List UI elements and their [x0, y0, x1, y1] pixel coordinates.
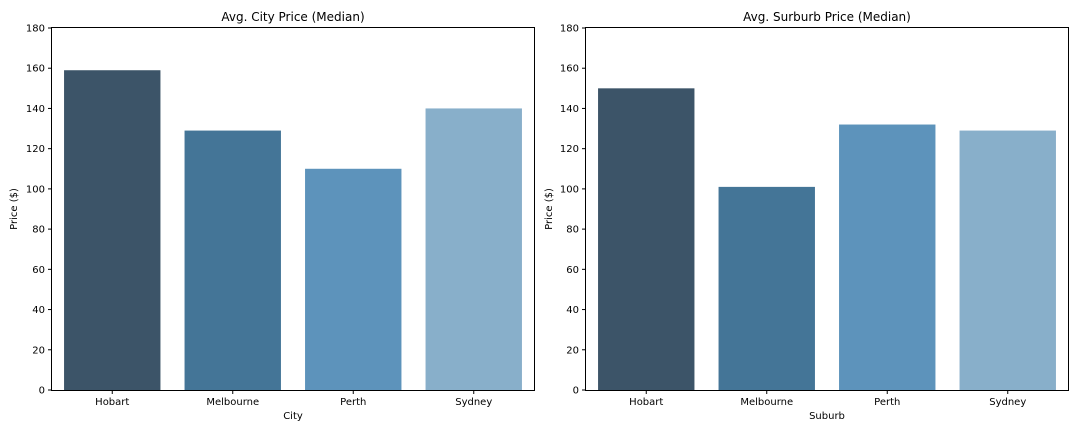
- chart-city-ylabel: Price ($): [9, 188, 20, 230]
- chart-city-y-ticks: 0 20 40 60 80 100 120 140 160 180: [26, 24, 52, 397]
- chart-city: Avg. City Price (Median) City Price ($) …: [9, 10, 535, 422]
- chart-city-bar-hobart: [64, 70, 161, 390]
- chart-city-y-tick-label: 100: [26, 184, 45, 195]
- chart-suburb-ylabel: Price ($): [544, 188, 555, 230]
- chart-suburb-bars: [598, 88, 1056, 390]
- chart-city-bar-perth: [305, 168, 402, 390]
- chart-suburb-x-ticks: Hobart Melbourne Perth Sydney: [629, 390, 1026, 408]
- chart-city-y-tick-label: 120: [26, 144, 45, 155]
- chart-city-y-tick-label: 60: [32, 265, 45, 276]
- chart-city-x-ticks: Hobart Melbourne Perth Sydney: [95, 390, 492, 408]
- chart-city-y-tick-label: 180: [26, 24, 45, 35]
- chart-suburb-y-tick-label: 160: [560, 64, 579, 75]
- chart-city-bar-melbourne: [184, 130, 281, 390]
- chart-city-xlabel: City: [283, 411, 303, 422]
- chart-suburb-y-tick-label: 0: [573, 386, 579, 397]
- chart-suburb-y-tick-label: 20: [566, 345, 579, 356]
- chart-suburb-plot-area: [585, 27, 1069, 391]
- chart-city-x-tick-label: Hobart: [95, 397, 129, 408]
- chart-city-x-tick-label: Melbourne: [206, 397, 259, 408]
- chart-suburb-y-ticks: 0 20 40 60 80 100 120 140 160 180: [560, 24, 586, 397]
- chart-suburb-title: Avg. Surburb Price (Median): [743, 10, 911, 24]
- chart-city-x-tick-label: Perth: [340, 397, 366, 408]
- chart-city-bar-sydney: [425, 108, 522, 390]
- chart-suburb-bar-melbourne: [718, 186, 815, 390]
- chart-city-title: Avg. City Price (Median): [221, 10, 364, 24]
- chart-city-x-tick-label: Sydney: [455, 397, 492, 408]
- chart-suburb-x-tick-label: Sydney: [989, 397, 1026, 408]
- chart-city-plot-area: [51, 27, 535, 391]
- chart-city-bars: [64, 70, 522, 390]
- chart-suburb: Avg. Surburb Price (Median) Suburb Price…: [544, 10, 1069, 422]
- chart-city-y-tick-label: 20: [32, 345, 45, 356]
- chart-suburb-xlabel: Suburb: [809, 411, 845, 422]
- chart-city-y-tick-label: 40: [32, 305, 45, 316]
- chart-suburb-bar-sydney: [959, 130, 1056, 390]
- chart-suburb-y-tick-label: 140: [560, 104, 579, 115]
- chart-suburb-y-tick-label: 100: [560, 184, 579, 195]
- chart-suburb-y-tick-label: 60: [566, 265, 579, 276]
- chart-suburb-x-tick-label: Hobart: [629, 397, 663, 408]
- chart-city-y-tick-label: 160: [26, 64, 45, 75]
- chart-suburb-x-tick-label: Melbourne: [740, 397, 793, 408]
- chart-suburb-bar-hobart: [598, 88, 695, 390]
- chart-suburb-bar-perth: [839, 124, 936, 390]
- chart-suburb-x-tick-label: Perth: [874, 397, 900, 408]
- chart-city-y-tick-label: 0: [39, 386, 45, 397]
- chart-suburb-y-tick-label: 40: [566, 305, 579, 316]
- chart-city-y-tick-label: 80: [32, 225, 45, 236]
- chart-suburb-y-tick-label: 120: [560, 144, 579, 155]
- chart-suburb-y-tick-label: 180: [560, 24, 579, 35]
- chart-suburb-y-tick-label: 80: [566, 225, 579, 236]
- chart-city-y-tick-label: 140: [26, 104, 45, 115]
